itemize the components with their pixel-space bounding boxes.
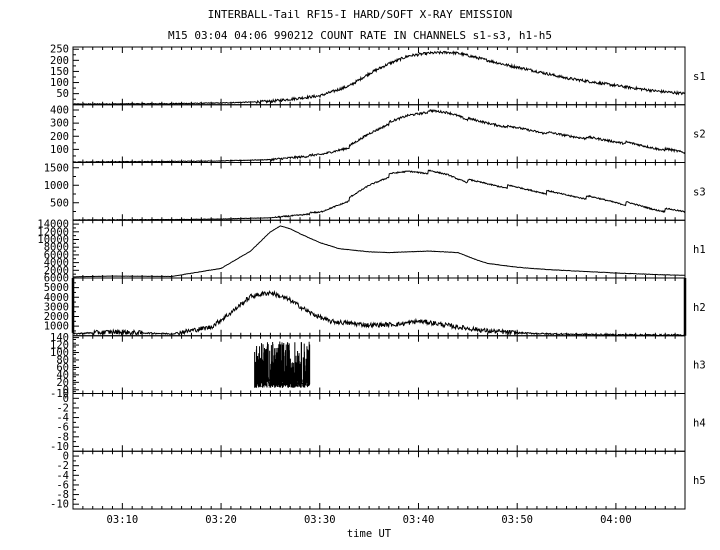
panel-frame-s3 <box>72 162 686 221</box>
panel-frame-s1 <box>72 46 686 106</box>
y-tick-label-h3: 100 <box>50 347 69 359</box>
series-line-s3 <box>72 169 686 221</box>
y-tick-label-s1: 200 <box>50 55 69 67</box>
y-tick-label-h4: -2 <box>56 402 69 414</box>
panel-frame-s2 <box>72 104 686 163</box>
panel-frame-h4 <box>72 393 686 452</box>
y-tick-label-h3: 80 <box>56 354 69 366</box>
y-tick-label-s2: 300 <box>50 118 69 130</box>
y-tick-label-h3: 20 <box>56 377 69 389</box>
y-tick-label-s1: 100 <box>50 77 69 89</box>
y-tick-label-h4: -10 <box>50 441 69 453</box>
y-tick-label-s3: 1000 <box>44 180 69 192</box>
y-tick-label-h3: 140 <box>50 332 69 344</box>
y-tick-label-s3: 1500 <box>44 162 69 174</box>
channel-label-h4: h4 <box>693 417 706 429</box>
x-tick-label: 03:30 <box>304 514 336 526</box>
y-tick-label-s3: 500 <box>50 197 69 209</box>
y-tick-label-h2: 5000 <box>44 282 69 294</box>
panel-frame-h3 <box>72 335 686 394</box>
channel-label-h3: h3 <box>693 360 706 372</box>
panel-frame-h5 <box>72 450 686 510</box>
chart-title: INTERBALL-Tail RF15-I HARD/SOFT X-RAY EM… <box>207 8 513 21</box>
y-tick-label-s2: 100 <box>50 144 69 156</box>
y-tick-label-s1: 150 <box>50 66 69 78</box>
channel-label-h5: h5 <box>693 475 706 487</box>
x-tick-label: 03:40 <box>403 514 435 526</box>
y-tick-label-h4: 0 <box>63 393 69 405</box>
series-line-s2 <box>72 108 686 163</box>
y-tick-label-h1: 10000 <box>37 234 69 246</box>
y-tick-label-s2: 200 <box>50 131 69 143</box>
y-tick-label-h1: 4000 <box>44 257 69 269</box>
series-line-s1 <box>72 50 686 105</box>
y-tick-label-h4: -6 <box>56 422 69 434</box>
y-tick-label-h2: 2000 <box>44 311 69 323</box>
series-line-h2 <box>72 289 685 337</box>
x-tick-label: 03:50 <box>501 514 533 526</box>
y-tick-label-h2: 6000 <box>44 273 69 285</box>
series-burst-h3 <box>254 341 311 388</box>
y-tick-label-h5: 0 <box>63 451 69 463</box>
y-tick-label-s1: 250 <box>50 44 69 56</box>
y-tick-label-s1: 50 <box>56 88 69 100</box>
y-tick-label-h5: -10 <box>50 499 69 511</box>
y-tick-label-h1: 6000 <box>44 249 69 261</box>
y-tick-label-h3: -10 <box>50 388 69 400</box>
y-tick-label-h1: 8000 <box>44 242 69 254</box>
channel-label-s3: s3 <box>693 186 706 198</box>
series-line-h1 <box>72 225 685 278</box>
chart-subtitle: M15 03:04 04:06 990212 COUNT RATE IN CHA… <box>167 29 553 42</box>
x-axis-label: time UT <box>347 528 392 540</box>
panel-frame-h1 <box>72 219 686 279</box>
y-tick-label-h1: 12000 <box>37 226 69 238</box>
y-tick-label-h4: -8 <box>56 431 69 443</box>
y-tick-label-h5: -4 <box>56 470 69 482</box>
x-tick-label: 04:00 <box>600 514 632 526</box>
y-tick-label-h5: -2 <box>56 460 69 472</box>
y-tick-label-h1: 2000 <box>44 265 69 277</box>
channel-label-s1: s1 <box>693 71 706 83</box>
channel-label-h2: h2 <box>693 302 706 314</box>
x-tick-label: 03:10 <box>107 514 139 526</box>
y-tick-label-h5: -6 <box>56 479 69 491</box>
channel-label-h1: h1 <box>693 244 706 256</box>
y-tick-label-s2: 400 <box>50 105 69 117</box>
y-tick-label-h2: 1000 <box>44 321 69 333</box>
y-tick-label-h3: 40 <box>56 369 69 381</box>
y-tick-label-h2: 4000 <box>44 292 69 304</box>
channel-label-s2: s2 <box>693 129 706 141</box>
y-tick-label-h2: 3000 <box>44 301 69 313</box>
y-tick-label-h3: 0 <box>63 384 69 396</box>
y-tick-label-h4: -4 <box>56 412 69 424</box>
y-tick-label-h3: 120 <box>50 340 69 352</box>
y-tick-label-h5: -8 <box>56 489 69 501</box>
y-tick-label-h3: 60 <box>56 362 69 374</box>
x-tick-label: 03:20 <box>205 514 237 526</box>
y-tick-label-h1: 14000 <box>37 219 69 231</box>
